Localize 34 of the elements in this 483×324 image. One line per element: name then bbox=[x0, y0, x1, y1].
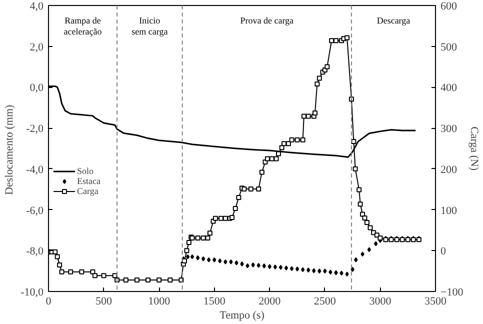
annotation: Rampa de aceleração bbox=[64, 16, 102, 36]
x-tick-label: 2000 bbox=[258, 296, 282, 308]
annotation: Inicio sem carga bbox=[132, 16, 168, 36]
y2-tick-label: 100 bbox=[440, 204, 458, 217]
y-tick-label: -2,0 bbox=[26, 123, 44, 136]
y-tick-label: -10,0 bbox=[20, 286, 44, 298]
x-tick-label: 1000 bbox=[148, 296, 171, 308]
y2-tick-label: 0 bbox=[440, 246, 446, 258]
legend-label: Solo bbox=[77, 166, 95, 176]
y-tick-label: 4,0 bbox=[30, 0, 44, 12]
x-tick-label: 0 bbox=[46, 296, 52, 308]
y-tick-label: -6,0 bbox=[26, 204, 44, 217]
y-tick-label: 0,0 bbox=[30, 82, 44, 94]
annotation: Descarga bbox=[376, 16, 410, 26]
legend-label: Carga bbox=[77, 186, 98, 196]
legend-label: Estaca bbox=[77, 176, 100, 186]
y2-tick-label: 400 bbox=[440, 82, 458, 94]
y-axis-title: Deslocamento (mm) bbox=[4, 104, 16, 195]
x-tick-label: 1500 bbox=[203, 296, 226, 308]
x-tick-label: 500 bbox=[96, 296, 113, 308]
y-tick-label: -4,0 bbox=[26, 164, 44, 176]
y2-tick-label: 600 bbox=[440, 0, 458, 12]
y-tick-label: 2,0 bbox=[30, 41, 44, 54]
y2-tick-label: 200 bbox=[440, 164, 458, 176]
x-axis-title: Tempo (s) bbox=[220, 310, 265, 322]
x-tick-label: 3500 bbox=[424, 296, 447, 308]
y2-tick-label: −100 bbox=[440, 286, 464, 298]
y-tick-label: -8,0 bbox=[26, 246, 44, 258]
y2-tick-label: 500 bbox=[440, 41, 458, 54]
annotation: Prova de carga bbox=[240, 16, 294, 26]
y2-axis-title: Carga (N) bbox=[468, 126, 480, 171]
x-tick-label: 2500 bbox=[314, 296, 336, 308]
y2-tick-label: 300 bbox=[440, 123, 458, 136]
x-tick-label: 3000 bbox=[369, 296, 392, 308]
